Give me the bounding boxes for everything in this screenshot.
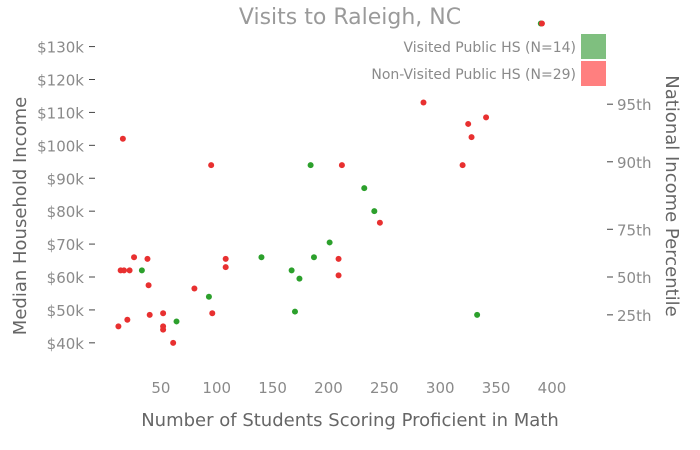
data-point[interactable] xyxy=(468,134,475,141)
data-point[interactable] xyxy=(326,239,333,246)
data-point[interactable] xyxy=(138,267,145,274)
data-point[interactable] xyxy=(361,185,368,192)
x-tick-label: 300 xyxy=(426,379,455,397)
y-tick-label: $60k xyxy=(47,269,85,287)
data-point[interactable] xyxy=(291,308,298,315)
y-tick-label: $100k xyxy=(37,137,84,155)
data-point[interactable] xyxy=(120,267,127,274)
y-tick-label: $40k xyxy=(47,335,85,353)
x-tick-label: 350 xyxy=(482,379,511,397)
y2-tick-label: 75th xyxy=(617,221,651,239)
legend-label[interactable]: Visited Public HS (N=14) xyxy=(404,40,576,56)
data-point[interactable] xyxy=(335,272,342,279)
data-point[interactable] xyxy=(538,20,545,27)
y-tick-label: $70k xyxy=(47,236,85,254)
data-point[interactable] xyxy=(160,310,167,317)
data-point[interactable] xyxy=(310,254,317,261)
data-point[interactable] xyxy=(288,267,295,274)
y2-tick-label: 25th xyxy=(617,307,651,325)
y-tick-label: $130k xyxy=(37,39,84,57)
y-tick-label: $110k xyxy=(37,104,84,122)
x-tick-label: 50 xyxy=(151,379,170,397)
y2-axis: 25th 50th 75th 90th 95th xyxy=(607,96,651,325)
y-axis: $40k $50k $60k $70k $80k $90k $100k $110k $120k $… xyxy=(37,39,95,353)
x-axis: 50 100 150 200 250 300 350 400 xyxy=(151,379,566,397)
data-point[interactable] xyxy=(307,162,314,169)
legend[interactable]: Visited Public HS (N=14) Non-Visited Publ… xyxy=(371,34,606,86)
legend-swatch[interactable] xyxy=(581,61,606,86)
data-point[interactable] xyxy=(145,282,152,289)
data-point[interactable] xyxy=(222,264,229,271)
data-point[interactable] xyxy=(160,326,167,333)
y2-tick-label: 90th xyxy=(617,154,651,172)
data-point[interactable] xyxy=(173,318,180,325)
y-tick-label: $120k xyxy=(37,72,84,90)
data-point[interactable] xyxy=(474,311,481,318)
y2-tick-label: 50th xyxy=(617,269,651,287)
x-tick-label: 100 xyxy=(202,379,231,397)
data-point[interactable] xyxy=(335,255,342,262)
y-tick-label: $50k xyxy=(47,302,85,320)
x-axis-label: Number of Students Scoring Proficient in… xyxy=(141,410,559,431)
y2-axis-label: National Income Percentile xyxy=(661,75,682,317)
data-point[interactable] xyxy=(338,162,345,169)
data-points xyxy=(115,20,545,346)
data-point[interactable] xyxy=(205,293,212,300)
data-point[interactable] xyxy=(483,114,490,121)
chart-title: Visits to Raleigh, NC xyxy=(239,5,461,30)
legend-label[interactable]: Non-Visited Public HS (N=29) xyxy=(371,67,576,83)
data-point[interactable] xyxy=(222,255,229,262)
y-tick-label: $90k xyxy=(47,170,85,188)
data-point[interactable] xyxy=(126,267,133,274)
data-point[interactable] xyxy=(420,99,427,106)
series-0 xyxy=(138,20,544,325)
data-point[interactable] xyxy=(258,254,265,261)
data-point[interactable] xyxy=(209,310,216,317)
data-point[interactable] xyxy=(131,254,138,261)
data-point[interactable] xyxy=(459,162,466,169)
data-point[interactable] xyxy=(376,219,383,226)
data-point[interactable] xyxy=(146,311,153,318)
x-tick-label: 150 xyxy=(258,379,287,397)
y-axis-label: Median Household Income xyxy=(10,97,31,335)
x-tick-label: 250 xyxy=(370,379,399,397)
x-tick-label: 200 xyxy=(314,379,343,397)
data-point[interactable] xyxy=(208,162,215,169)
data-point[interactable] xyxy=(119,135,126,142)
data-point[interactable] xyxy=(191,285,198,292)
y-tick-label: $80k xyxy=(47,203,85,221)
data-point[interactable] xyxy=(144,255,151,262)
data-point[interactable] xyxy=(296,275,303,282)
data-point[interactable] xyxy=(115,323,122,330)
data-point[interactable] xyxy=(170,339,177,346)
y2-tick-label: 95th xyxy=(617,96,651,114)
data-point[interactable] xyxy=(124,316,131,323)
series-1 xyxy=(115,20,545,346)
x-tick-label: 400 xyxy=(538,379,567,397)
legend-swatch[interactable] xyxy=(581,34,606,59)
data-point[interactable] xyxy=(465,120,472,127)
data-point[interactable] xyxy=(371,208,378,215)
